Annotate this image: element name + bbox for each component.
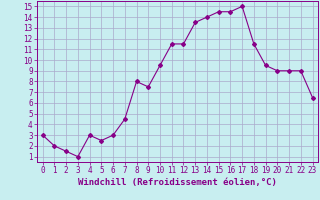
X-axis label: Windchill (Refroidissement éolien,°C): Windchill (Refroidissement éolien,°C)	[78, 178, 277, 187]
